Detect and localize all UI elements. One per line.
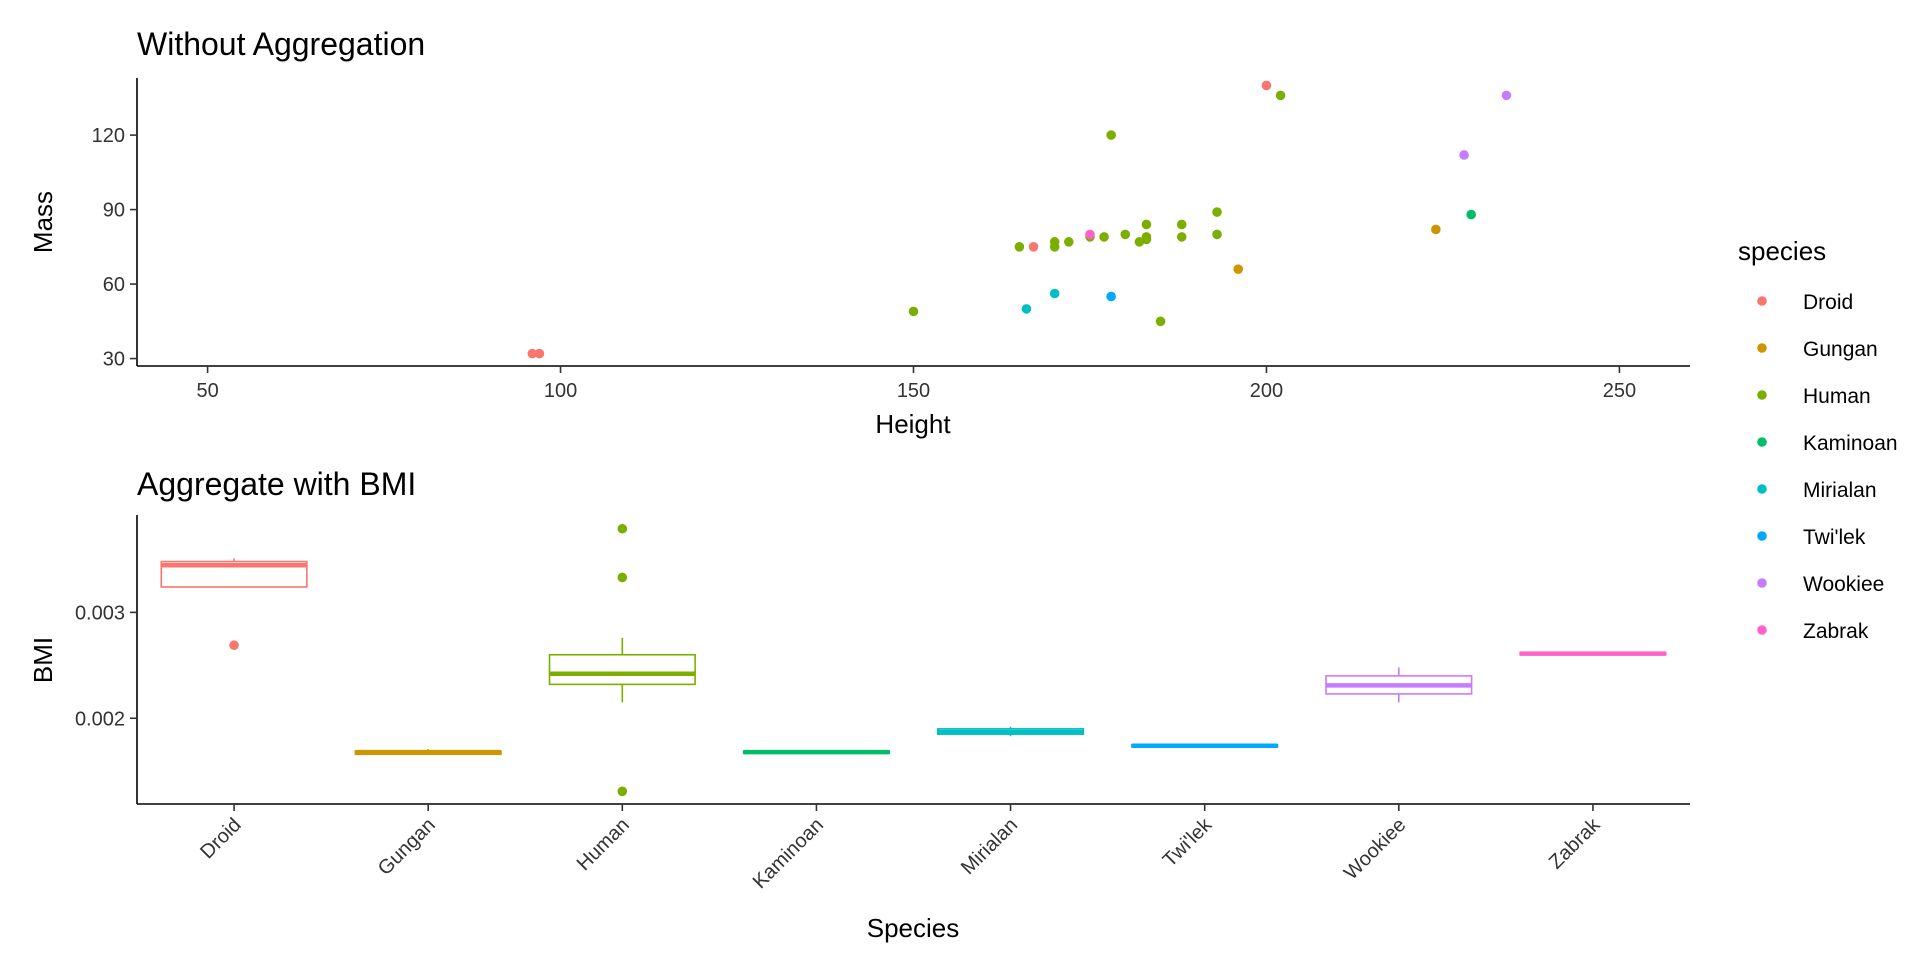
scatter-point — [1049, 288, 1060, 299]
legend-label: Droid — [1803, 291, 1853, 314]
scatter-x-tick-label: 100 — [544, 380, 577, 402]
box-kaminoan — [742, 749, 891, 755]
scatter-point — [1099, 232, 1109, 242]
legend-label: Zabrak — [1803, 620, 1869, 643]
scatter-point — [527, 348, 538, 359]
scatter-point — [1021, 304, 1032, 314]
legend-key — [1757, 531, 1767, 541]
scatter-point — [1064, 237, 1074, 247]
box-x-tick-label: Human — [573, 814, 634, 875]
scatter-point — [1212, 207, 1222, 217]
legend: species Droid Gungan Human Kaminoan Mirialan… — [1738, 236, 1898, 643]
box-panel: Aggregate with BMI 0.002 0.003 Droid Gunga… — [28, 466, 1690, 943]
scatter-point — [1459, 150, 1469, 160]
scatter-point — [1106, 291, 1116, 302]
scatter-point — [1085, 229, 1095, 240]
scatter-y-tick-label: 30 — [103, 349, 125, 371]
box-outlier — [617, 572, 628, 583]
box-x-ticks: Droid Gungan Human Kaminoan Mirialan Twi'lek W… — [196, 804, 1605, 893]
scatter-point — [1014, 242, 1025, 252]
legend-label: Gungan — [1803, 338, 1878, 361]
scatter-point — [534, 348, 545, 359]
box-gungan — [354, 748, 502, 756]
box-x-tick-label: Gungan — [374, 814, 440, 880]
box-outlier — [617, 523, 628, 534]
scatter-point — [1141, 219, 1152, 230]
scatter-x-tick-label: 150 — [897, 380, 930, 402]
legend-label: Human — [1803, 385, 1871, 408]
scatter-point — [1275, 90, 1286, 101]
scatter-points — [527, 80, 1512, 359]
scatter-point — [1176, 219, 1187, 230]
box-x-tick-label: Wookiee — [1340, 814, 1410, 884]
box-zabrak — [1519, 651, 1667, 656]
box-x-tick-label: Kaminoan — [749, 814, 828, 893]
scatter-point — [908, 306, 919, 317]
scatter-title: Without Aggregation — [137, 26, 425, 62]
box-x-tick-label: Droid — [196, 814, 245, 863]
box-title: Aggregate with BMI — [137, 466, 416, 502]
box-marks — [160, 523, 1667, 797]
box-x-tick-label: Zabrak — [1545, 813, 1605, 873]
scatter-x-axis-title: Height — [875, 409, 951, 439]
box-y-ticks: 0.002 0.003 — [75, 602, 137, 730]
scatter-point — [1501, 90, 1512, 101]
scatter-y-tick-label: 90 — [103, 200, 125, 222]
box-x-tick-label: Twi'lek — [1159, 813, 1217, 871]
scatter-point — [1176, 232, 1187, 242]
scatter-panel: Without Aggregation 30 60 90 120 50 100 150 20… — [28, 26, 1690, 439]
legend-key — [1757, 390, 1767, 400]
box-body — [548, 653, 696, 686]
legend-label: Mirialan — [1803, 479, 1877, 502]
scatter-point — [1028, 242, 1039, 252]
scatter-point — [1212, 229, 1222, 240]
scatter-point — [1155, 316, 1166, 327]
scatter-point — [1431, 224, 1441, 235]
scatter-point — [1466, 209, 1476, 220]
legend-key — [1757, 343, 1767, 353]
box-y-axis-title: BMI — [28, 637, 58, 683]
legend-key — [1757, 578, 1767, 588]
box-x-tick-label: Mirialan — [957, 814, 1022, 879]
box-y-tick-label: 0.002 — [75, 708, 125, 730]
box-x-axis-title: Species — [867, 913, 960, 943]
scatter-point — [1233, 264, 1244, 274]
box-mirialan — [936, 726, 1085, 737]
box-y-tick-label: 0.003 — [75, 602, 125, 624]
scatter-y-tick-label: 60 — [103, 274, 125, 296]
box-twilek — [1131, 743, 1279, 749]
scatter-point — [1261, 80, 1272, 91]
scatter-point — [1106, 130, 1116, 140]
box-outlier — [229, 640, 239, 651]
scatter-x-tick-label: 50 — [196, 380, 218, 402]
scatter-x-tick-label: 200 — [1250, 380, 1283, 402]
legend-label: Wookiee — [1803, 573, 1884, 596]
scatter-x-ticks: 50 100 150 200 250 — [196, 366, 1636, 402]
box-droid — [160, 558, 308, 651]
scatter-point — [1049, 242, 1060, 252]
scatter-point — [1141, 232, 1152, 242]
legend-title: species — [1738, 236, 1826, 266]
scatter-point — [1120, 229, 1131, 240]
legend-items: Droid Gungan Human Kaminoan Mirialan Twi'lek W… — [1757, 291, 1898, 643]
scatter-y-axis-title: Mass — [28, 191, 58, 253]
legend-key — [1757, 296, 1767, 306]
legend-label: Twi'lek — [1803, 526, 1866, 549]
box-wookiee — [1325, 667, 1473, 703]
scatter-y-tick-label: 120 — [92, 125, 125, 147]
legend-key — [1757, 437, 1767, 447]
legend-key — [1757, 484, 1767, 494]
legend-label: Kaminoan — [1803, 432, 1898, 455]
legend-key — [1757, 625, 1767, 635]
scatter-x-tick-label: 250 — [1603, 380, 1636, 402]
box-human — [548, 523, 696, 797]
scatter-y-ticks: 30 60 90 120 — [92, 125, 137, 371]
box-outlier — [617, 786, 628, 797]
